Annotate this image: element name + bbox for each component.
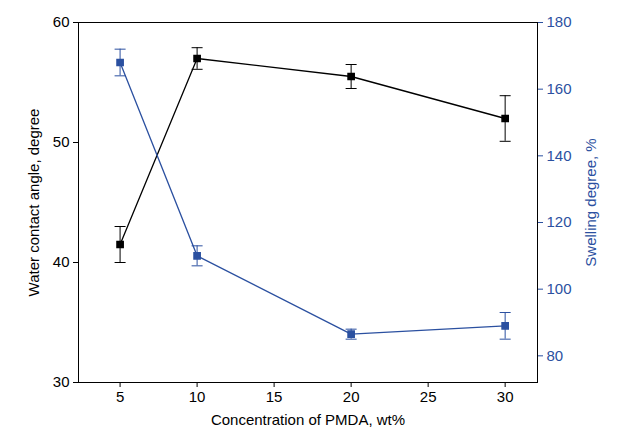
svg-text:20: 20 [343, 388, 360, 405]
svg-text:120: 120 [547, 213, 572, 230]
svg-text:5: 5 [116, 388, 124, 405]
svg-text:Water contact angle, degree: Water contact angle, degree [25, 109, 42, 297]
svg-text:40: 40 [53, 253, 70, 270]
svg-text:140: 140 [547, 147, 572, 164]
svg-text:100: 100 [547, 280, 572, 297]
svg-text:30: 30 [53, 373, 70, 390]
svg-text:Concentration of PMDA, wt%: Concentration of PMDA, wt% [211, 411, 405, 428]
svg-text:60: 60 [53, 13, 70, 30]
svg-text:10: 10 [189, 388, 206, 405]
svg-text:80: 80 [547, 347, 564, 364]
svg-text:Swelling degree, %: Swelling degree, % [582, 138, 599, 266]
svg-text:30: 30 [497, 388, 514, 405]
svg-text:160: 160 [547, 80, 572, 97]
svg-text:25: 25 [420, 388, 437, 405]
svg-text:50: 50 [53, 133, 70, 150]
svg-text:180: 180 [547, 13, 572, 30]
svg-text:15: 15 [266, 388, 283, 405]
